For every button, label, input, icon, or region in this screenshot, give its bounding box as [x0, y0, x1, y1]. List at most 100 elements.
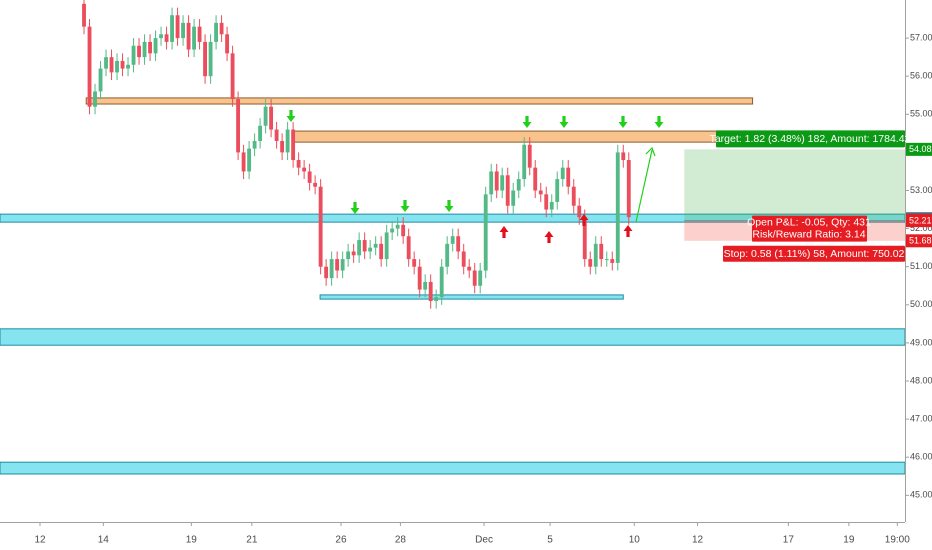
- candle-body: [577, 205, 582, 218]
- candle-body: [423, 281, 428, 290]
- y-tick-label: 45.00: [910, 490, 932, 500]
- candle-body: [93, 91, 97, 107]
- candle-body: [456, 236, 461, 252]
- candle-body: [148, 41, 152, 54]
- candle-body: [82, 3, 86, 27]
- candle-body: [428, 281, 433, 302]
- candle-body: [197, 26, 202, 42]
- price-tag-label: 54.08: [909, 144, 932, 154]
- y-tick-label: 57.00: [910, 32, 932, 42]
- candle-body: [241, 152, 246, 172]
- candle-body: [395, 224, 400, 229]
- price-tag-label: 52.21: [909, 215, 932, 225]
- candle-body: [263, 106, 268, 126]
- candle-body: [494, 171, 499, 191]
- candle-body: [417, 266, 422, 290]
- candle-body: [291, 129, 296, 161]
- candle-body: [318, 186, 323, 267]
- position-label: Open P&L: -0.05, Qty: 431: [747, 216, 871, 228]
- candle-body: [373, 243, 378, 248]
- candle-body: [131, 45, 136, 65]
- x-tick-label: 28: [395, 535, 407, 546]
- candle-body: [340, 259, 345, 271]
- candle-body: [280, 140, 285, 153]
- x-tick-label: 19:00: [885, 535, 910, 546]
- candle-body: [170, 15, 174, 42]
- candle-body: [384, 232, 389, 260]
- candle-body: [186, 22, 191, 50]
- pnl-label-box: [752, 215, 867, 242]
- candle-body: [401, 224, 406, 237]
- x-tick-label: 17: [783, 535, 795, 546]
- price-tag: [906, 234, 932, 248]
- candle-body: [527, 144, 532, 168]
- y-tick-label: 47.00: [910, 413, 932, 423]
- x-tick-label: 14: [98, 535, 110, 546]
- y-tick-label: 51.00: [910, 261, 932, 271]
- candle-body: [560, 167, 565, 180]
- candle-body: [549, 201, 554, 210]
- candle-body: [175, 15, 180, 39]
- price-tag: [906, 214, 932, 228]
- candle-body: [489, 171, 494, 195]
- y-tick-label: 46.00: [910, 452, 932, 462]
- position-label: Target: 1.82 (3.48%) 182, Amount: 1784.4…: [710, 133, 911, 145]
- zone: [85, 97, 754, 105]
- zone: [0, 328, 906, 346]
- candle-body: [313, 182, 318, 187]
- candle-body: [192, 26, 196, 50]
- candle-body: [203, 41, 208, 77]
- candle-body: [120, 60, 125, 69]
- x-tick-label: 12: [692, 535, 704, 546]
- y-tick-label: 53.00: [910, 185, 932, 195]
- target-area: [684, 149, 905, 221]
- candle-body: [483, 194, 488, 271]
- position-label: Stop: 0.58 (1.11%) 58, Amount: 750.02: [724, 248, 905, 260]
- candle-body: [538, 190, 543, 195]
- y-tick-label: 55.00: [910, 109, 932, 119]
- axes: 45.00 46.00 47.00 48.00 49.00 50.00 51.00 52.00…: [34, 32, 932, 545]
- x-tick-label: 12: [34, 535, 46, 546]
- position-label: Risk/Reward Ratio: 3.14: [752, 228, 865, 240]
- candle-body: [555, 179, 560, 202]
- candle-body: [181, 22, 185, 39]
- candle-body: [302, 167, 307, 172]
- candle-body: [461, 251, 466, 267]
- y-tick-label: 50.00: [910, 299, 932, 309]
- zone: [319, 294, 624, 300]
- candle-body: [406, 236, 411, 260]
- candle-body: [412, 259, 417, 267]
- candle-body: [505, 175, 510, 206]
- candle-body: [296, 160, 301, 168]
- candle-body: [566, 167, 571, 187]
- candle-body: [626, 160, 631, 218]
- candle-body: [230, 53, 235, 100]
- projection-arrow: [635, 146, 656, 223]
- candle-body: [615, 152, 620, 263]
- candles: [82, 0, 631, 309]
- candle-body: [247, 148, 252, 172]
- candle-body: [142, 41, 147, 58]
- candle-body: [137, 45, 141, 58]
- y-tick-label: 49.00: [910, 337, 932, 347]
- candle-body: [478, 270, 483, 286]
- candle-body: [324, 266, 329, 279]
- candle-body: [269, 106, 274, 130]
- candle-body: [522, 144, 527, 180]
- candle-body: [434, 297, 439, 302]
- x-tick-label: 10: [629, 535, 641, 546]
- candle-body: [544, 194, 549, 210]
- y-tick-label: 56.00: [910, 71, 932, 81]
- candle-body: [274, 129, 279, 141]
- candle-body: [500, 175, 505, 191]
- candle-body: [219, 22, 224, 35]
- candle-body: [346, 251, 351, 260]
- candle-body: [588, 259, 593, 267]
- candle-body: [335, 259, 340, 271]
- candle-body: [258, 125, 263, 141]
- candle-body: [362, 240, 367, 252]
